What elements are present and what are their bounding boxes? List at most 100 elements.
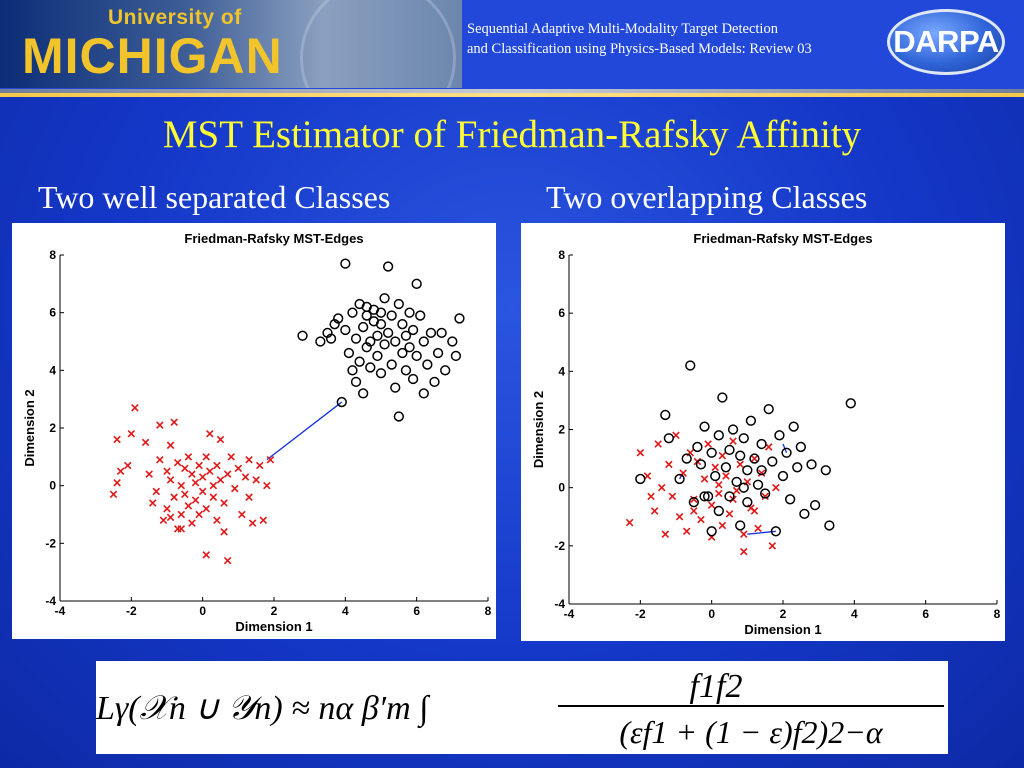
circle-marker-point (375, 368, 387, 379)
circle-marker-point (692, 441, 703, 453)
x-marker-point (697, 515, 705, 524)
x-marker-point (188, 470, 196, 478)
x-marker-point (220, 528, 228, 536)
x-marker-stroke (725, 510, 734, 518)
x-marker-point (654, 440, 662, 448)
circle-marker-point (706, 447, 717, 458)
darpa-logo: DARPA (887, 9, 1005, 75)
x-marker-point (209, 481, 218, 490)
x-tick-label: 8 (485, 604, 492, 618)
x-marker-point (223, 556, 232, 565)
x-marker-stroke (252, 476, 260, 484)
x-marker-point (195, 461, 203, 470)
x-marker-stroke (241, 473, 250, 481)
x-marker-stroke (690, 507, 698, 515)
x-marker-point (216, 476, 225, 484)
x-marker-point (740, 547, 748, 556)
x-marker-stroke (209, 481, 218, 490)
x-marker-point (166, 476, 175, 484)
x-marker-stroke (715, 480, 723, 489)
circle-marker-point (706, 526, 717, 537)
x-marker-point (156, 421, 164, 429)
x-marker-point (729, 437, 737, 445)
x-marker-point (191, 479, 200, 487)
x-marker-point (625, 518, 634, 527)
circle-marker-point (407, 373, 419, 385)
x-marker-point (245, 493, 253, 501)
y-tick-label: -4 (554, 597, 565, 611)
chart-separated-svg: Friedman-Rafsky MST-Edges -4 -2 0 2 4 6 8 -4 -2 0 2… (22, 231, 492, 634)
circle-marker-point (717, 392, 728, 403)
circle-marker-point (325, 333, 337, 344)
circle-marker-point (340, 258, 351, 269)
x-marker-point (718, 451, 727, 460)
x-marker-point (159, 516, 168, 525)
x-marker-stroke (661, 530, 670, 538)
x-marker-stroke (647, 492, 655, 501)
x-marker-point (202, 453, 210, 461)
circle-marker-point (809, 499, 821, 511)
y-tick-label: 8 (49, 248, 56, 262)
circle-marker-point (333, 313, 344, 324)
x-tick-label: 0 (199, 604, 206, 618)
formula-numerator: f1f2 (690, 668, 743, 705)
circle-marker-point (824, 520, 835, 531)
x-marker-point (241, 473, 250, 481)
x-tick-label: -2 (635, 607, 646, 621)
x-marker-stroke (191, 496, 200, 504)
x-marker-stroke (166, 476, 175, 484)
x-marker-stroke (170, 418, 178, 426)
circle-marker-point (347, 365, 358, 376)
university-logo: University of MICHIGAN (0, 0, 462, 88)
chart-separated-classes: Friedman-Rafsky MST-Edges -4 -2 0 2 4 6 8 -4 -2 0 2… (12, 223, 496, 639)
circle-marker-point (770, 526, 782, 537)
circle-marker-point (735, 450, 746, 461)
x-marker-stroke (266, 455, 275, 464)
circle-marker-point (361, 301, 372, 313)
presentation-title-line1: Sequential Adaptive Multi-Modality Targe… (467, 21, 778, 37)
slide-title: MST Estimator of Friedman-Rafsky Affinit… (162, 113, 862, 156)
circle-marker-point (795, 441, 806, 453)
circle-marker-point (710, 470, 721, 482)
x-marker-point (181, 490, 189, 499)
x-marker-point (736, 460, 744, 469)
y-tick-label: -2 (45, 536, 56, 550)
x-marker-stroke (234, 464, 243, 473)
circle-marker-point (735, 520, 746, 531)
circle-marker-point (774, 430, 785, 441)
x-marker-point (152, 487, 161, 496)
x-marker-point (707, 501, 716, 509)
x-marker-stroke (177, 525, 186, 533)
x-marker-stroke (216, 435, 225, 444)
circle-marker-point (418, 336, 429, 347)
x-marker-stroke (166, 513, 175, 522)
circle-marker-point (372, 350, 383, 362)
x-tick-label: 0 (708, 607, 715, 621)
x-marker-point (113, 479, 121, 487)
x-marker-stroke (245, 493, 253, 501)
circle-marker-point (724, 491, 735, 502)
x-axis-label: Dimension 1 (235, 619, 312, 634)
x-marker-stroke (181, 490, 189, 499)
circle-marker-point (663, 433, 675, 444)
x-tick-label: 2 (271, 604, 278, 618)
x-marker-stroke (206, 430, 214, 438)
x-marker-point (116, 467, 125, 476)
x-marker-point (202, 551, 210, 559)
x-marker-stroke (750, 454, 759, 463)
x-marker-point (715, 480, 723, 489)
x-marker-stroke (206, 467, 214, 476)
x-marker-stroke (198, 473, 207, 481)
circle-marker-point (411, 278, 422, 289)
x-marker-point (109, 490, 118, 499)
y-tick-label: 2 (49, 421, 56, 435)
x-marker-stroke (657, 483, 666, 492)
x-marker-stroke (170, 493, 178, 501)
circle-marker-point (411, 350, 422, 362)
circle-marker-point (727, 424, 739, 435)
circle-marker-point (781, 447, 792, 458)
x-marker-stroke (220, 528, 228, 536)
circle-marker-point (365, 362, 376, 373)
x-marker-stroke (127, 430, 136, 438)
x-tick-label: 2 (780, 607, 787, 621)
